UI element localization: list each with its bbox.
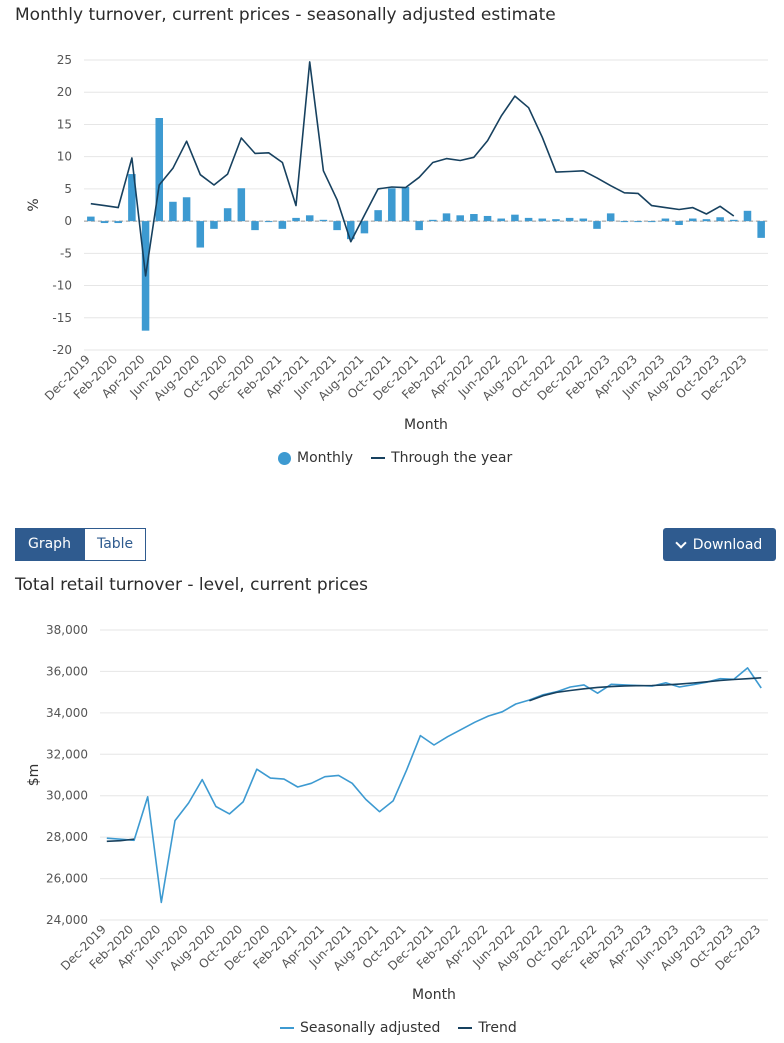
y-tick-label: 20	[57, 85, 72, 99]
bar	[593, 221, 601, 229]
chart-2-title: Total retail turnover - level, current p…	[15, 575, 368, 595]
chart-1-title: Monthly turnover, current prices - seaso…	[15, 5, 556, 25]
bar	[415, 221, 423, 231]
y-tick-label: 34,000	[46, 706, 88, 720]
y-tick-label: 25	[57, 53, 72, 67]
y-tick-label: 10	[57, 150, 72, 164]
bar	[278, 221, 287, 229]
series-line	[90, 61, 735, 277]
bar	[346, 221, 355, 240]
y-tick-label: 30,000	[46, 789, 88, 803]
bar	[442, 213, 451, 222]
chart-1-legend: Monthly Through the year	[278, 450, 512, 466]
y-tick-label: -15	[52, 311, 72, 325]
bar	[538, 218, 547, 222]
bar	[757, 221, 765, 238]
y-tick-label: 38,000	[46, 623, 88, 637]
line-series-swatch-icon	[371, 457, 386, 459]
bar	[388, 188, 396, 222]
monthly-turnover-chart: -20-15-10-50510152025Dec-2019Feb-2020Apr…	[26, 53, 768, 433]
x-axis-title: Month	[412, 987, 456, 1003]
bar	[251, 221, 259, 231]
bar	[634, 221, 642, 223]
graph-tab[interactable]: Graph	[15, 528, 84, 561]
bar	[100, 221, 109, 224]
bar	[360, 221, 369, 234]
bar	[661, 218, 670, 222]
bar	[374, 210, 382, 222]
bar	[470, 214, 478, 222]
chart-2-legend: Seasonally adjusted Trend	[280, 1020, 517, 1036]
y-axis-title: %	[26, 198, 42, 211]
bar	[305, 215, 314, 222]
bar	[702, 219, 711, 222]
bar	[182, 197, 191, 222]
bar	[128, 174, 136, 222]
y-tick-label: 24,000	[46, 913, 88, 927]
bar	[552, 219, 560, 222]
chevron-down-icon	[675, 536, 687, 549]
bar	[497, 218, 506, 222]
legend-label-through-the-year: Through the year	[391, 450, 513, 466]
bar	[511, 214, 519, 222]
bar	[114, 221, 122, 224]
y-tick-label: -20	[52, 343, 72, 357]
bar	[223, 208, 232, 222]
bar	[237, 188, 246, 222]
bar	[155, 118, 164, 222]
bar	[333, 221, 341, 231]
bar	[716, 217, 724, 222]
bar	[483, 215, 492, 222]
y-tick-label: 0	[64, 214, 72, 228]
bar	[730, 219, 738, 222]
legend-item-seasonally-adjusted[interactable]: Seasonally adjusted	[280, 1020, 440, 1036]
y-tick-label: 28,000	[46, 830, 88, 844]
series-line	[106, 677, 762, 843]
y-axis-title: $m	[26, 764, 42, 787]
bar	[524, 217, 533, 222]
legend-label-trend: Trend	[478, 1020, 517, 1036]
bar	[620, 221, 629, 223]
y-tick-label: 15	[57, 117, 72, 131]
y-tick-label: 26,000	[46, 872, 88, 886]
line-series-swatch-icon	[458, 1027, 473, 1029]
y-tick-label: -5	[60, 246, 72, 260]
line-series-swatch-icon	[280, 1027, 294, 1029]
legend-label-seasonally-adjusted: Seasonally adjusted	[300, 1020, 441, 1036]
bar	[169, 201, 177, 222]
bar	[675, 221, 683, 225]
bar	[565, 217, 574, 222]
bar	[606, 213, 615, 222]
bar	[743, 210, 752, 222]
bar	[579, 218, 588, 222]
download-label: Download	[692, 536, 763, 553]
legend-label-monthly: Monthly	[297, 450, 354, 466]
retail-turnover-level-chart: 24,000 26,000 28,000 30,000 32,000 34,000 36,0…	[26, 623, 768, 1003]
bar	[292, 217, 300, 222]
bar-series-swatch-icon	[278, 451, 291, 465]
bar	[429, 219, 437, 222]
bar	[87, 216, 95, 222]
x-axis-title: Month	[404, 417, 448, 433]
table-tab[interactable]: Table	[83, 528, 147, 561]
y-tick-label: 36,000	[46, 664, 88, 678]
bar	[456, 215, 464, 222]
y-tick-label: 5	[64, 182, 72, 196]
legend-item-through-the-year[interactable]: Through the year	[371, 450, 512, 466]
bar	[319, 219, 328, 222]
bar	[688, 218, 697, 222]
bar	[401, 186, 410, 222]
bar	[210, 221, 218, 229]
bar	[196, 221, 205, 248]
y-tick-label: -10	[52, 279, 72, 293]
download-button[interactable]: Download	[663, 528, 776, 561]
series-line	[106, 667, 762, 904]
view-toggle: Graph Table	[15, 528, 147, 561]
bar	[647, 221, 656, 223]
legend-item-trend[interactable]: Trend	[458, 1020, 517, 1036]
y-tick-label: 32,000	[46, 747, 88, 761]
legend-item-monthly[interactable]: Monthly	[278, 450, 353, 466]
bar	[264, 221, 273, 223]
